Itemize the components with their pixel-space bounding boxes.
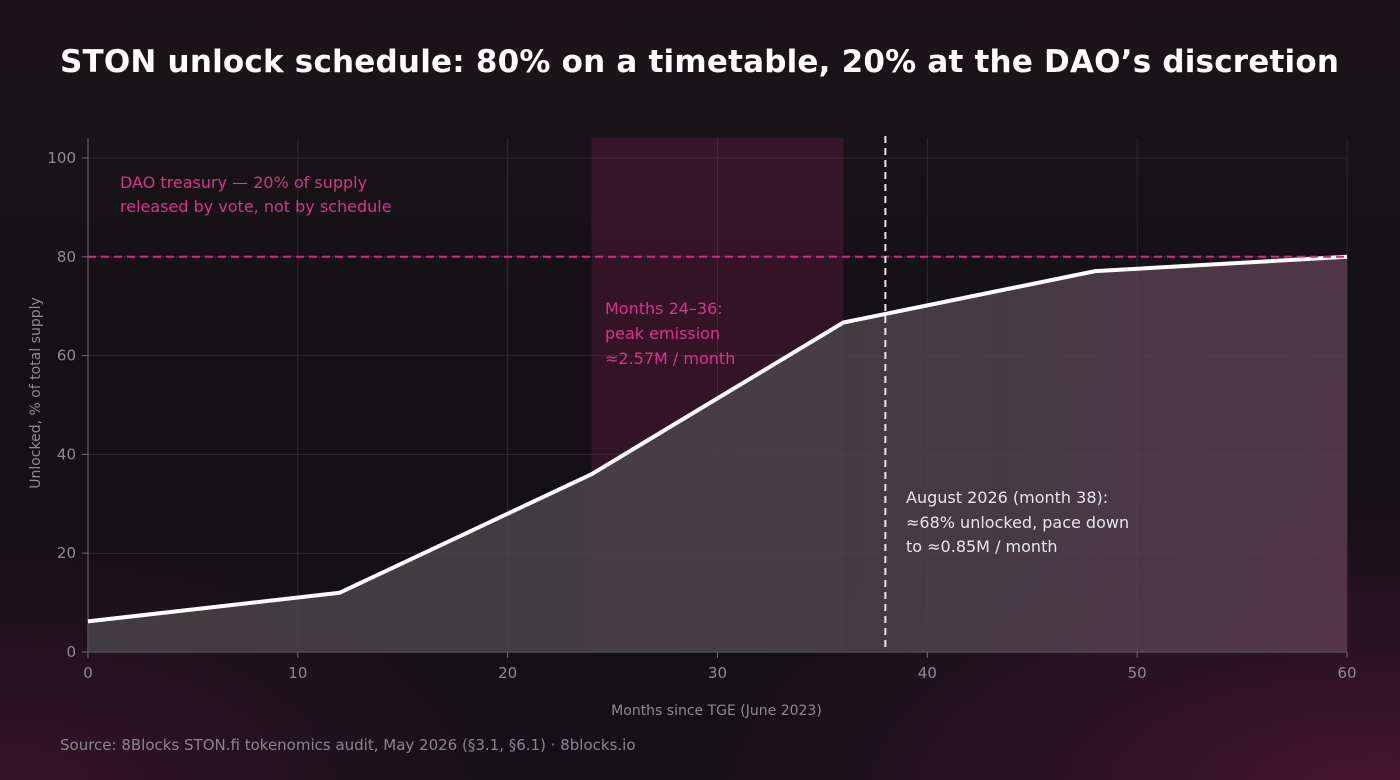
dao-annotation-line-1: DAO treasury — 20% of supply: [120, 173, 367, 192]
x-tick-label-0: 0: [83, 664, 93, 682]
y-tick-label-20: 20: [57, 544, 76, 562]
y-tick-label-0: 0: [66, 643, 76, 661]
x-tick-label-40: 40: [918, 664, 937, 682]
x-axis-label: Months since TGE (June 2023): [611, 703, 822, 719]
x-tick-label-50: 50: [1128, 664, 1147, 682]
peak-annotation-line-1: Months 24–36:: [605, 299, 723, 318]
x-tick-label-10: 10: [288, 664, 307, 682]
axis-ticks: 0 20 40 60 80 100 0 10 20 30 40 50 60: [47, 149, 1356, 682]
current-annotation-line-1: August 2026 (month 38):: [906, 488, 1108, 507]
y-tick-label-80: 80: [57, 248, 76, 266]
chart-title: STON unlock schedule: 80% on a timetable…: [60, 44, 1340, 80]
x-tick-label-30: 30: [708, 664, 727, 682]
y-tick-label-40: 40: [57, 445, 76, 463]
unlocked-line: [87, 254, 1348, 624]
x-tick-label-60: 60: [1337, 664, 1356, 682]
y-axis-label: Unlocked, % of total supply: [28, 297, 44, 489]
y-tick-label-60: 60: [57, 347, 76, 365]
current-annotation-line-2: ≈68% unlocked, pace down: [906, 513, 1129, 532]
unlocked-area: [88, 256, 1347, 652]
peak-annotation-line-3: ≈2.57M / month: [605, 349, 735, 368]
dao-annotation-line-2: released by vote, not by schedule: [120, 197, 392, 216]
y-tick-label-100: 100: [47, 149, 76, 167]
source-note: Source: 8Blocks STON.fi tokenomics audit…: [60, 736, 636, 754]
current-annotation-line-3: to ≈0.85M / month: [906, 537, 1057, 556]
x-tick-label-20: 20: [498, 664, 517, 682]
peak-annotation-line-2: peak emission: [605, 324, 720, 343]
